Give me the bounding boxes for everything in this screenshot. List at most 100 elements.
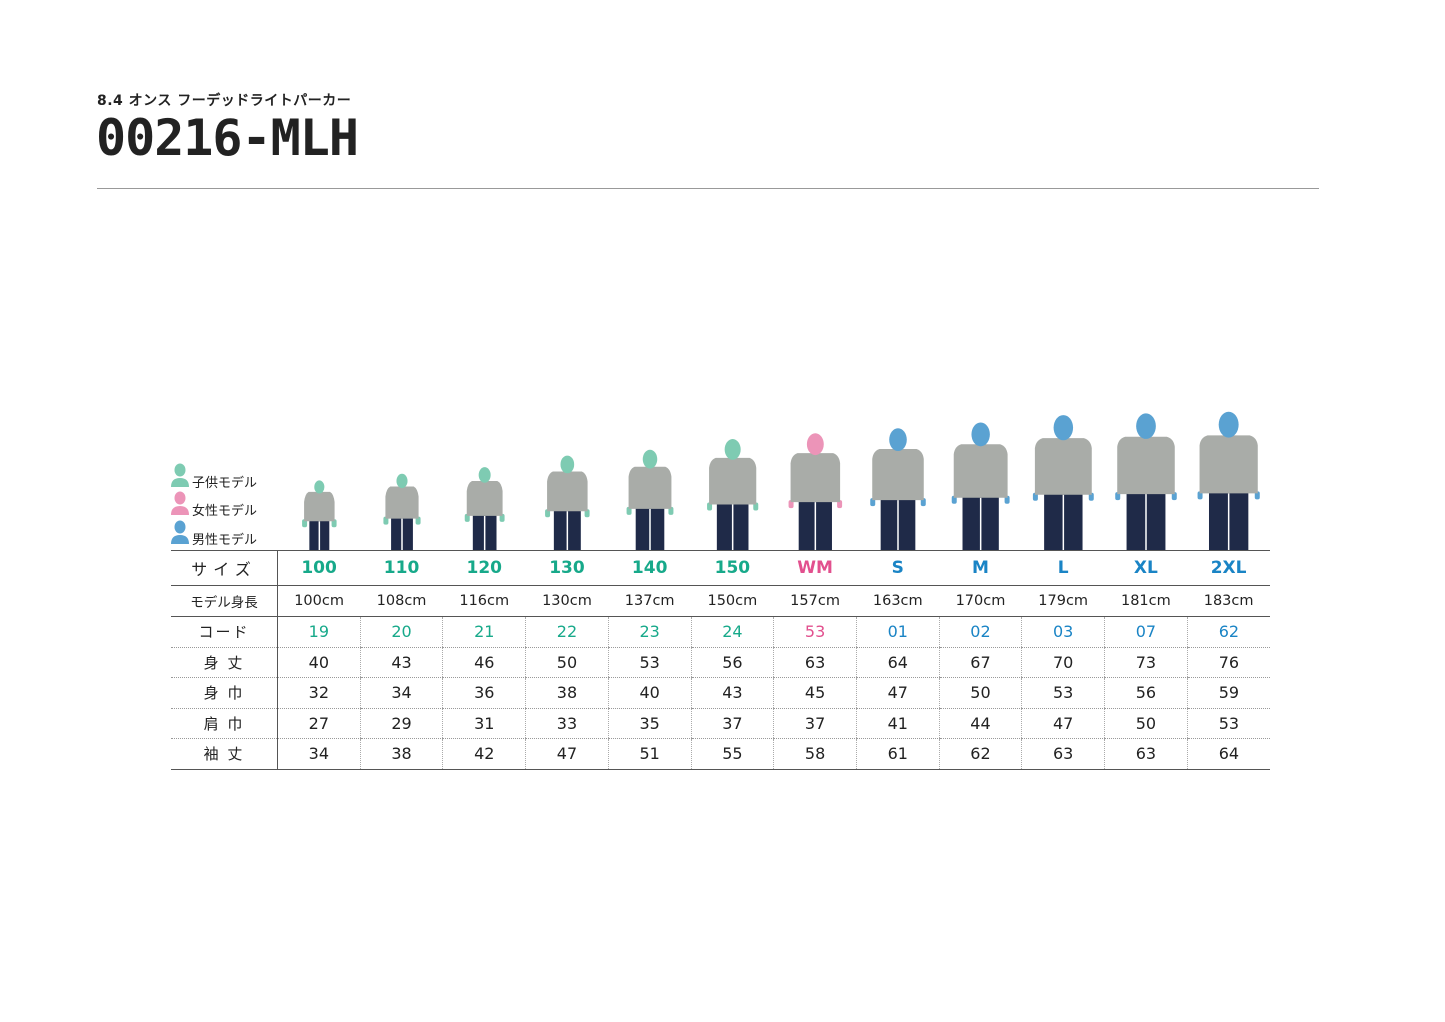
- row-code: コード 19 20 21 22 23 24 53 01 02 03 07 62: [171, 616, 1270, 648]
- person-icon: [171, 491, 192, 519]
- cell-body_length: 40: [277, 647, 361, 678]
- cell-sleeve: 62: [938, 738, 1022, 770]
- cell-sleeve: 63: [1104, 738, 1188, 770]
- cell-code: 53: [773, 616, 857, 648]
- row-sleeve: 袖 丈 34 38 42 47 51 55 58 61 62 63 63 64: [171, 738, 1270, 770]
- cell-code: 07: [1104, 616, 1188, 648]
- divider: [97, 188, 1319, 189]
- row-label: モデル身長: [171, 585, 278, 617]
- cell-size: 140: [608, 550, 692, 586]
- cell-body_length: 46: [442, 647, 526, 678]
- row-label: 袖 丈: [171, 738, 278, 770]
- cell-sleeve: 38: [359, 738, 443, 770]
- cell-sleeve: 55: [690, 738, 774, 770]
- cell-shoulder: 37: [773, 708, 857, 739]
- legend-item-kid: 子供モデル: [171, 462, 257, 491]
- model-figure-130: [545, 455, 590, 550]
- cell-size: 120: [442, 550, 526, 586]
- cell-code: 62: [1186, 616, 1270, 648]
- cell-code: 20: [359, 616, 443, 648]
- cell-shoulder: 50: [1104, 708, 1188, 739]
- cell-size: S: [856, 550, 940, 586]
- cell-body_length: 67: [938, 647, 1022, 678]
- cell-sleeve: 34: [277, 738, 361, 770]
- head: [971, 422, 990, 447]
- cell-body_length: 53: [607, 647, 692, 678]
- cell-sleeve: 51: [607, 738, 692, 770]
- cell-body_width: 50: [938, 677, 1022, 709]
- head: [1218, 411, 1239, 438]
- hoodie: [709, 457, 757, 505]
- cell-sleeve: 63: [1021, 738, 1105, 770]
- head: [889, 428, 907, 452]
- model-figure-140: [626, 449, 674, 550]
- cell-code: 01: [855, 616, 940, 648]
- cell-body_length: 73: [1104, 647, 1188, 678]
- cell-shoulder: 29: [359, 708, 443, 739]
- cell-height: 108cm: [360, 585, 443, 617]
- cell-sleeve: 64: [1186, 738, 1270, 770]
- model-figure-M: [951, 422, 1010, 550]
- person-icon: [171, 463, 192, 491]
- cell-shoulder: 37: [690, 708, 774, 739]
- product-subtitle: 8.4 オンス フーデッドライトパーカー: [97, 93, 352, 109]
- cell-height: 130cm: [525, 585, 609, 617]
- hand: [383, 516, 389, 525]
- model-figure-WM: [788, 433, 843, 550]
- cell-shoulder: 27: [277, 708, 361, 739]
- hoodie: [1034, 438, 1092, 495]
- cell-body_length: 50: [525, 647, 609, 678]
- head: [478, 467, 491, 483]
- row-body_width: 身 巾 32 34 36 38 40 43 45 47 50 53 56 59: [171, 677, 1270, 709]
- cell-body_length: 70: [1021, 647, 1105, 678]
- cell-shoulder: 47: [1021, 708, 1105, 739]
- hand: [415, 516, 421, 525]
- cell-body_width: 34: [359, 677, 443, 709]
- row-shoulder: 肩 巾 27 29 31 33 35 37 37 41 44 47 50 53: [171, 708, 1270, 739]
- cell-body_width: 45: [773, 677, 857, 709]
- head: [1053, 415, 1074, 441]
- cell-code: 22: [525, 616, 609, 648]
- head: [314, 480, 325, 494]
- legend-label: 子供モデル: [192, 475, 258, 491]
- model-figure-2XL: [1197, 411, 1260, 550]
- cell-height: 170cm: [939, 585, 1022, 617]
- row-label: サイズ: [171, 550, 278, 586]
- hoodie: [872, 449, 924, 501]
- head: [560, 455, 575, 474]
- legend: 子供モデル 女性モデル 男性モデル: [171, 462, 257, 548]
- product-code-title: 00216-MLH: [96, 109, 359, 167]
- cell-height: 181cm: [1104, 585, 1188, 617]
- model-figure-120: [464, 467, 505, 550]
- cell-body_width: 56: [1104, 677, 1188, 709]
- cell-sleeve: 47: [525, 738, 609, 770]
- hoodie: [547, 471, 588, 512]
- cell-body_length: 63: [773, 647, 857, 678]
- cell-sleeve: 58: [773, 738, 857, 770]
- cell-size: 130: [525, 550, 609, 586]
- size-table: サイズ 100 110 120 130 140 150 WM S M L XL 2XL モデル身長 100c…: [171, 550, 1270, 770]
- cell-height: 183cm: [1187, 585, 1270, 617]
- hoodie: [628, 466, 672, 509]
- model-figures: [302, 411, 1260, 550]
- cell-body_length: 76: [1186, 647, 1270, 678]
- cell-height: 150cm: [691, 585, 774, 617]
- model-figure-150: [707, 439, 759, 550]
- row-label: 身 巾: [171, 677, 278, 709]
- cell-body_width: 40: [607, 677, 692, 709]
- cell-size: 2XL: [1187, 550, 1270, 586]
- cell-size: L: [1021, 550, 1105, 586]
- cell-size: 100: [277, 550, 361, 586]
- cell-body_width: 43: [690, 677, 774, 709]
- legend-item-woman: 女性モデル: [171, 491, 257, 519]
- hoodie: [1199, 435, 1258, 494]
- cell-shoulder: 44: [938, 708, 1022, 739]
- model-figure-S: [870, 428, 926, 550]
- cell-height: 163cm: [856, 585, 940, 617]
- cell-body_width: 59: [1186, 677, 1270, 709]
- cell-body_length: 64: [855, 647, 940, 678]
- cell-shoulder: 31: [442, 708, 526, 739]
- head: [1136, 413, 1156, 439]
- cell-body_width: 47: [855, 677, 940, 709]
- model-figure-100: [302, 480, 337, 550]
